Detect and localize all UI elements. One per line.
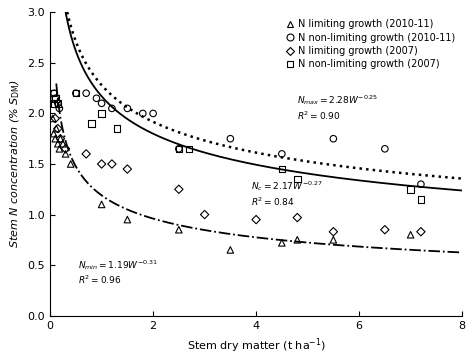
Point [407,232,414,238]
Point [54,126,62,131]
Point [175,146,182,152]
Point [55,106,63,111]
Point [124,217,131,223]
Point [108,106,116,111]
Point [55,146,63,152]
Point [278,240,286,246]
Point [278,151,286,157]
Point [52,95,59,101]
Point [59,141,67,147]
Point [175,186,182,192]
Point [124,166,131,172]
Point [53,126,60,131]
Point [50,101,58,106]
Point [88,121,95,126]
Point [50,131,57,136]
Point [98,161,105,167]
Point [175,227,182,233]
Point [56,136,64,142]
Point [98,101,105,106]
Point [98,111,105,117]
Point [417,196,425,202]
Text: $N_{min}=1.19W^{-0.31}$
$R^2=0.96$: $N_{min}=1.19W^{-0.31}$ $R^2=0.96$ [78,258,159,286]
Point [108,161,116,167]
Point [252,217,260,223]
Point [417,229,425,234]
Point [278,166,286,172]
Point [54,101,62,106]
Point [49,115,56,121]
Point [293,215,301,220]
Point [381,227,389,233]
Legend: N limiting growth (2010-11), N non-limiting growth (2010-11), N limiting growth : N limiting growth (2010-11), N non-limit… [283,17,457,71]
Point [149,111,157,117]
Point [54,141,62,147]
Point [82,151,90,157]
Y-axis label: Stem N concentration (% S$_\mathrm{DM}$): Stem N concentration (% S$_\mathrm{DM}$) [9,79,22,248]
Point [56,136,64,142]
X-axis label: Stem dry matter (t ha$^{-1}$): Stem dry matter (t ha$^{-1}$) [187,336,326,355]
Point [67,161,74,167]
Point [72,90,80,96]
Point [52,115,59,121]
Point [124,106,131,111]
Point [98,201,105,207]
Point [329,229,337,234]
Text: $N_c=2.17W^{-0.27}$
$R^2=0.84$: $N_c=2.17W^{-0.27}$ $R^2=0.84$ [251,179,322,208]
Point [329,136,337,142]
Point [49,90,56,96]
Point [185,146,193,152]
Point [92,95,100,101]
Point [72,90,80,96]
Point [227,136,234,142]
Point [293,176,301,182]
Point [54,101,62,106]
Point [62,151,69,157]
Point [52,95,59,101]
Point [381,146,389,152]
Point [201,212,209,217]
Point [175,146,182,152]
Point [50,90,58,96]
Point [417,181,425,187]
Point [82,90,90,96]
Point [227,247,234,253]
Point [52,136,59,142]
Point [293,237,301,243]
Text: $N_{max}=2.28W^{-0.25}$
$R^2=0.90$: $N_{max}=2.28W^{-0.25}$ $R^2=0.90$ [297,93,379,122]
Point [139,111,146,117]
Point [62,146,69,152]
Point [407,186,414,192]
Point [113,126,121,131]
Point [329,237,337,243]
